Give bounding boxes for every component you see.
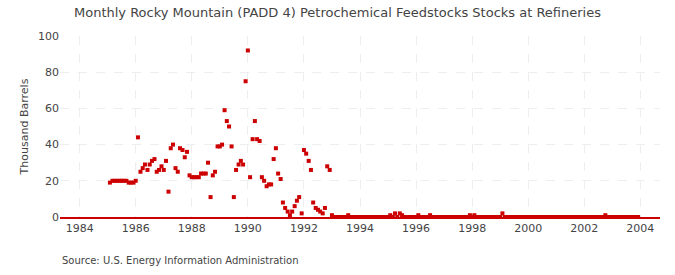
svg-text:1998: 1998	[458, 222, 486, 235]
svg-text:Source: U.S. Energy Informatio: Source: U.S. Energy Information Administ…	[62, 255, 299, 266]
svg-text:Monthly Rocky Mountain (PADD 4: Monthly Rocky Mountain (PADD 4) Petroche…	[74, 5, 601, 20]
svg-text:1994: 1994	[346, 222, 374, 235]
svg-text:2002: 2002	[570, 222, 598, 235]
svg-text:40: 40	[45, 138, 59, 151]
svg-text:2004: 2004	[626, 222, 654, 235]
svg-text:100: 100	[38, 30, 59, 43]
svg-text:20: 20	[45, 175, 59, 188]
svg-text:1990: 1990	[234, 222, 262, 235]
svg-text:80: 80	[45, 66, 59, 79]
svg-text:Thousand Barrels: Thousand Barrels	[18, 78, 31, 175]
svg-text:60: 60	[45, 102, 59, 115]
svg-text:2000: 2000	[514, 222, 542, 235]
svg-text:0: 0	[52, 211, 59, 224]
svg-text:1992: 1992	[290, 222, 318, 235]
svg-text:1996: 1996	[402, 222, 430, 235]
svg-text:1984: 1984	[66, 222, 94, 235]
svg-text:1986: 1986	[122, 222, 150, 235]
svg-text:1988: 1988	[178, 222, 206, 235]
